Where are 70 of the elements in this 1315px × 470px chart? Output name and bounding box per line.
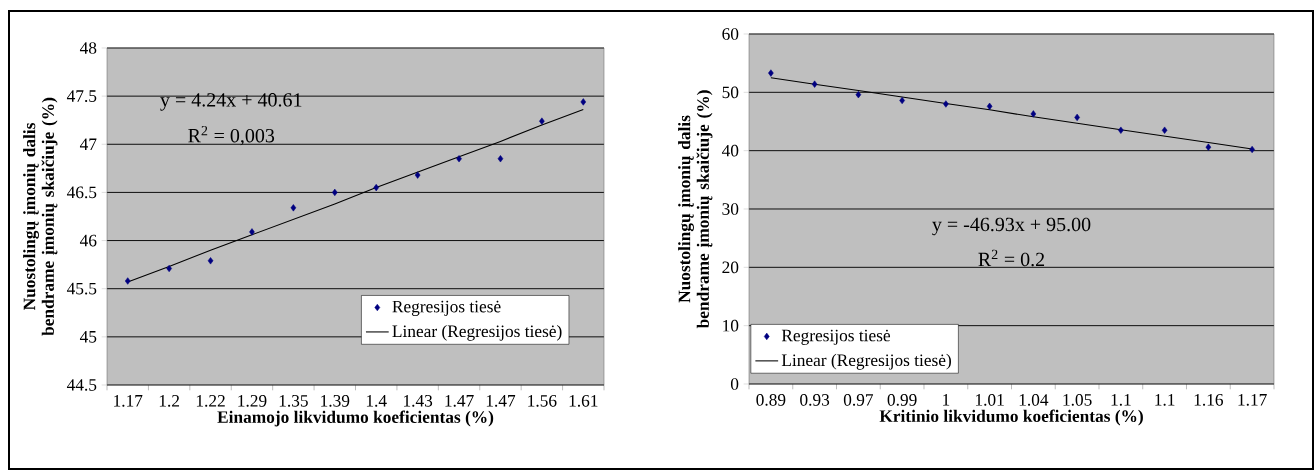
x-tick-label: 1.47: [445, 395, 474, 407]
y-tick-label: 44.5: [66, 379, 97, 391]
y-axis-title: Nuostolingų įmonių dalis bendrame įmonių skaičiuje (%): [23, 97, 58, 336]
y-tick-label: 50: [722, 86, 739, 99]
point: [986, 102, 993, 110]
y-tick-label: 46: [79, 234, 97, 247]
y-tick-label: 30: [722, 203, 739, 215]
x-axis-title: Kritinio likvidumo koeficientas (%): [879, 409, 1143, 426]
y-tick-label: 47: [79, 138, 97, 150]
y-tick-label: 40: [721, 144, 739, 157]
point: [414, 171, 421, 179]
point: [373, 184, 379, 192]
y-tick-label: 10: [723, 319, 739, 332]
y-tick-label: 48: [79, 42, 97, 54]
point: [539, 117, 545, 125]
x-tick-label: 1.17: [1238, 394, 1267, 406]
point: [811, 80, 818, 88]
legend-label: Regresijos tiesė: [781, 329, 891, 345]
point: [943, 100, 949, 108]
point: [290, 204, 297, 212]
y-tick-label: 45.5: [66, 282, 97, 295]
annotation: R$^{2}$ = 0,003: [188, 125, 275, 146]
legend-label: Linear (Regresijos tiesė): [781, 353, 951, 370]
x-tick-label: 1.61: [569, 395, 598, 407]
point: [580, 98, 587, 106]
point: [855, 91, 862, 99]
y-tick-label: 45: [79, 331, 97, 343]
x-axis-title: Einamojo likvidumo koeficientas (%): [217, 410, 494, 427]
x-tick-label: 1.04: [1019, 394, 1049, 406]
point: [249, 228, 255, 236]
point: [1118, 126, 1124, 134]
point: [456, 155, 462, 163]
point: [1205, 143, 1212, 151]
x-tick-label: 1.29: [238, 395, 267, 407]
y-tick-label: 46.5: [66, 186, 97, 199]
x-tick-label: 1.56: [528, 395, 557, 407]
x-tick-label: 1.05: [1063, 394, 1092, 406]
point: [768, 69, 774, 77]
x-tick-label: 1.22: [196, 395, 225, 407]
x-tick-label: 1.4: [366, 395, 387, 407]
x-tick-label: 1.17: [114, 395, 143, 407]
x-tick-label: 1.1: [1155, 394, 1175, 406]
legend-label: Linear (Regresijos tiesė): [392, 324, 562, 341]
y-tick-label: 60: [722, 28, 739, 40]
x-tick-label: 0.93: [800, 394, 830, 406]
x-tick-label: 1.1: [1111, 394, 1131, 406]
annotation: y = 4.24x + 40.61: [160, 93, 302, 111]
annotation: R$^{2}$ = 0.2: [978, 249, 1045, 267]
annotation: y = -46.93x + 95.00: [932, 217, 1091, 236]
x-tick-label: 0.89: [756, 394, 786, 406]
x-tick-label: 1.43: [403, 395, 433, 407]
x-tick-label: 1.47: [486, 395, 516, 407]
x-tick-label: 0.99: [887, 394, 917, 406]
x-tick-label: 1.2: [159, 395, 180, 407]
x-tick-label: 1.39: [321, 395, 350, 407]
x-tick-label: 1: [943, 394, 950, 406]
x-tick-label: 1.35: [279, 395, 308, 407]
point: [207, 257, 214, 265]
point: [124, 277, 131, 285]
y-axis-title: Nuostolingų įmonių dalis bendrame įmonių skaičiuje (%): [678, 90, 713, 329]
legend-label: Regresijos tiesė: [392, 300, 501, 316]
x-tick-label: 0.97: [843, 394, 874, 406]
point: [1161, 126, 1168, 134]
y-tick-label: 20: [722, 261, 739, 274]
point: [1030, 110, 1037, 118]
x-tick-label: 1.01: [975, 394, 1004, 406]
y-tick-label: 47.5: [66, 90, 97, 102]
y-tick-label: 0: [730, 378, 739, 390]
x-tick-label: 1.16: [1194, 394, 1224, 406]
point: [497, 155, 504, 163]
